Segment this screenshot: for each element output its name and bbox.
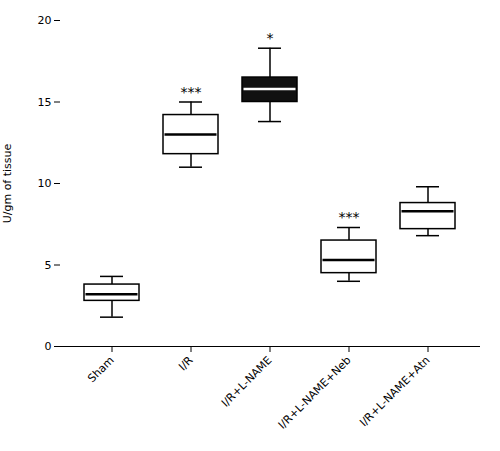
svg-text:5: 5 — [45, 259, 52, 272]
svg-text:*: * — [267, 30, 274, 46]
svg-text:15: 15 — [38, 96, 52, 109]
svg-text:I/R+L-NAME+Neb: I/R+L-NAME+Neb — [276, 354, 354, 432]
svg-text:20: 20 — [38, 14, 52, 27]
svg-text:Sham: Sham — [85, 354, 116, 385]
svg-text:***: *** — [339, 209, 360, 225]
svg-text:0: 0 — [45, 340, 52, 353]
svg-text:U/gm of tissue: U/gm of tissue — [1, 143, 14, 223]
svg-text:I/R: I/R — [176, 353, 196, 373]
svg-text:10: 10 — [38, 177, 52, 190]
svg-text:I/R+L-NAME+Atn: I/R+L-NAME+Atn — [357, 354, 432, 429]
svg-text:***: *** — [181, 84, 202, 100]
svg-text:I/R+L-NAME: I/R+L-NAME — [219, 354, 275, 410]
